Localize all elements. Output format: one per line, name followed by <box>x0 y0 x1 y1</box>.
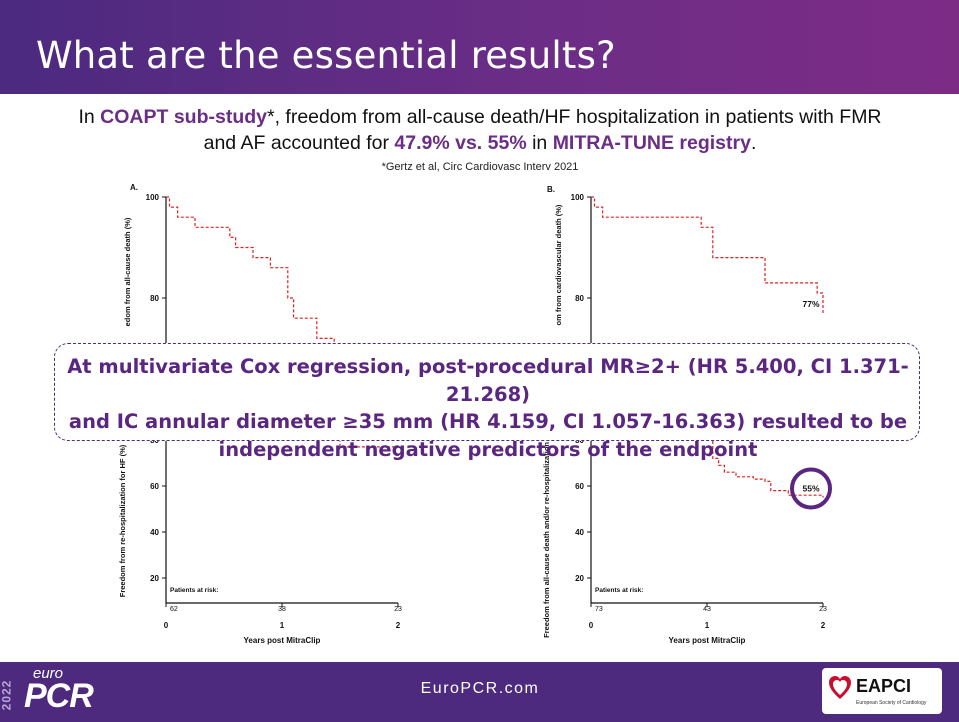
year-label: 2022 <box>0 679 14 711</box>
y-axis-title: Freedom from all-cause death and/or re-h… <box>542 404 551 638</box>
x-tick-label: 1 <box>280 621 285 630</box>
survival-curve-line <box>591 196 824 314</box>
callout-box: At multivariate Cox regression, post-pro… <box>54 343 920 461</box>
at-risk-value: 23 <box>394 606 402 613</box>
summary-part: *, freedom from all-cause death/HF hospi… <box>203 106 882 154</box>
at-risk-title: Patients at risk: <box>170 587 218 594</box>
end-value-label: 77% <box>802 299 819 309</box>
summary-text: In COAPT sub-study*, freedom from all-ca… <box>60 104 900 156</box>
y-tick-label: 20 <box>150 574 159 583</box>
at-risk-value: 62 <box>170 606 178 613</box>
x-axis-title: Years post MitraClip <box>669 636 746 645</box>
brand-small: euro <box>33 665 64 682</box>
summary-part: in <box>526 132 553 154</box>
panel-label: A. <box>130 183 138 192</box>
summary-highlight-values: 47.9% vs. 55% <box>394 132 527 154</box>
at-risk-value: 23 <box>819 606 827 613</box>
y-tick-label: 20 <box>575 574 584 583</box>
footer-bar <box>0 662 959 722</box>
x-tick-label: 0 <box>164 621 169 630</box>
summary-highlight-registry: MITRA-TUNE registry <box>552 132 751 154</box>
x-tick-label: 2 <box>396 621 401 630</box>
brand-logo: PCR <box>24 677 94 715</box>
x-axis-title: Years post MitraClip <box>244 636 321 645</box>
y-axis-title: om from cardiovascular death (%) <box>554 204 563 325</box>
y-tick-label: 80 <box>575 294 584 303</box>
callout-line: At multivariate Cox regression, post-pro… <box>67 355 909 406</box>
highlight-circle <box>790 467 832 510</box>
callout-text: At multivariate Cox regression, post-pro… <box>55 353 921 463</box>
partner-name: EAPCI <box>856 676 912 696</box>
summary-highlight-coapt: COAPT sub-study <box>100 106 267 128</box>
reference-note: *Gertz et al, Circ Cardiovasc Interv 202… <box>381 161 579 173</box>
end-value-label: 55% <box>802 484 819 494</box>
callout-line: and IC annular diameter ≥35 mm (HR 4.159… <box>68 410 908 433</box>
summary-part: . <box>750 132 757 154</box>
x-tick-label: 2 <box>821 621 826 630</box>
y-tick-label: 40 <box>150 528 159 537</box>
summary-part: In <box>78 106 101 128</box>
x-tick-label: 0 <box>589 621 594 630</box>
y-tick-label: 60 <box>575 482 584 491</box>
y-tick-label: 60 <box>150 482 159 491</box>
at-risk-value: 43 <box>703 606 711 613</box>
at-risk-title: Patients at risk: <box>595 587 643 594</box>
x-tick-label: 1 <box>705 621 710 630</box>
y-tick-label: 100 <box>571 193 585 202</box>
at-risk-value: 73 <box>595 606 603 613</box>
panel-label: B. <box>547 185 555 194</box>
slide-title: What are the essential results? <box>36 34 616 77</box>
eapci-logo: EAPCI European Society of Cardiology <box>822 668 942 714</box>
y-tick-label: 100 <box>146 193 160 202</box>
year-badge: 2022 <box>0 674 19 716</box>
website-link[interactable]: EuroPCR.com <box>420 680 540 697</box>
callout-line: independent negative predictors of the e… <box>218 437 758 461</box>
title-bar <box>0 0 959 94</box>
y-tick-label: 40 <box>575 528 584 537</box>
y-axis-title: edom from all-cause death (%) <box>123 217 132 326</box>
y-axis-title: Freedom from re-hospitalization for HF (… <box>118 444 127 597</box>
partner-sub: European Society of Cardiology <box>856 700 927 706</box>
y-tick-label: 80 <box>150 294 159 303</box>
at-risk-value: 38 <box>278 606 286 613</box>
heart-icon <box>829 676 851 699</box>
